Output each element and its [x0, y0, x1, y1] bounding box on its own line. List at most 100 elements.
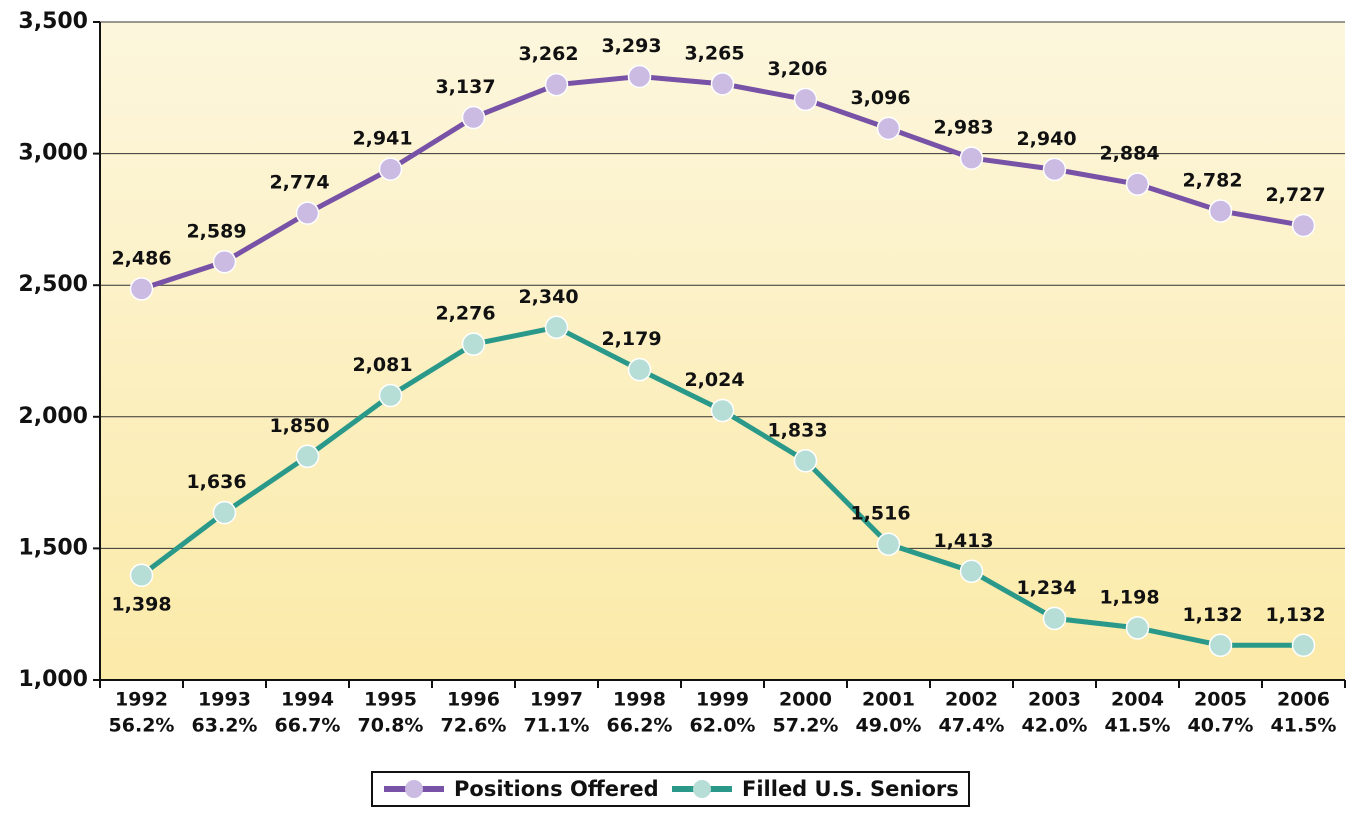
data-label: 1,636 — [186, 471, 246, 493]
data-label: 2,782 — [1182, 169, 1242, 191]
data-point — [1125, 616, 1150, 640]
data-point — [1208, 199, 1233, 223]
x-tick-sublabel: 40.7% — [1188, 715, 1254, 737]
data-point — [1042, 157, 1067, 182]
data-point — [378, 157, 403, 181]
x-tick-sublabel: 62.0% — [690, 715, 756, 737]
x-tick-label: 2005 — [1194, 689, 1247, 711]
data-point — [544, 72, 569, 97]
legend-label: Positions Offered — [454, 777, 659, 801]
x-tick-label: 2000 — [779, 689, 832, 711]
x-tick-label: 2001 — [862, 689, 915, 711]
x-tick-sublabel: 63.2% — [192, 715, 258, 737]
legend-marker — [405, 780, 423, 798]
data-point — [876, 116, 901, 141]
x-tick-sublabel: 70.8% — [358, 715, 424, 737]
data-point — [212, 500, 237, 525]
data-label: 1,413 — [933, 530, 993, 552]
x-tick-label: 1994 — [281, 689, 334, 711]
x-tick-sublabel: 41.5% — [1105, 715, 1171, 737]
x-tick-sublabel: 71.1% — [524, 715, 590, 737]
x-tick-label: 1992 — [115, 689, 168, 711]
data-label: 2,940 — [1016, 128, 1076, 150]
data-label: 2,340 — [518, 286, 578, 308]
x-tick-label: 1997 — [530, 689, 583, 711]
data-label: 2,727 — [1265, 184, 1325, 206]
x-tick-label: 1998 — [613, 689, 666, 711]
x-tick-label: 1995 — [364, 689, 417, 711]
data-label: 2,179 — [601, 328, 661, 350]
x-tick-sublabel: 57.2% — [773, 715, 839, 737]
data-label: 1,198 — [1099, 586, 1159, 608]
x-tick-label: 2006 — [1277, 689, 1330, 711]
data-label: 2,774 — [269, 172, 329, 194]
data-point — [295, 444, 320, 469]
x-tick-label: 2002 — [945, 689, 998, 711]
x-tick-sublabel: 56.2% — [109, 715, 175, 737]
data-label: 1,833 — [767, 419, 827, 441]
x-tick-label: 1996 — [447, 689, 500, 711]
data-point — [710, 72, 735, 96]
data-point — [959, 146, 984, 170]
legend-marker — [693, 780, 711, 798]
data-point — [710, 398, 735, 423]
data-point — [461, 105, 486, 130]
x-tick-label: 1999 — [696, 689, 749, 711]
data-label: 1,234 — [1016, 577, 1076, 599]
data-point — [461, 332, 486, 356]
data-label: 2,081 — [352, 354, 412, 376]
data-label: 3,262 — [518, 43, 578, 65]
y-tick-label: 1,000 — [18, 667, 88, 692]
data-point — [793, 87, 818, 112]
data-point — [627, 357, 652, 382]
data-label: 2,024 — [684, 369, 744, 391]
legend-label: Filled U.S. Seniors — [742, 777, 959, 801]
y-tick-label: 1,500 — [18, 535, 88, 560]
data-point — [1208, 633, 1233, 658]
data-point — [212, 250, 237, 274]
data-point — [1125, 172, 1150, 196]
data-label: 2,983 — [933, 117, 993, 139]
data-point — [129, 563, 154, 587]
data-point — [1291, 213, 1316, 238]
data-label: 2,589 — [186, 220, 246, 242]
data-label: 3,137 — [435, 76, 495, 98]
x-tick-label: 2003 — [1028, 689, 1081, 711]
data-label: 1,850 — [269, 415, 329, 437]
data-point — [378, 383, 403, 408]
data-label: 2,884 — [1099, 143, 1159, 165]
data-label: 3,096 — [850, 87, 910, 109]
data-point — [129, 277, 154, 301]
data-label: 2,276 — [435, 303, 495, 325]
x-tick-sublabel: 66.2% — [607, 715, 673, 737]
x-tick-sublabel: 49.0% — [856, 715, 922, 737]
data-label: 1,132 — [1265, 604, 1325, 626]
data-point — [793, 449, 818, 473]
x-tick-sublabel: 72.6% — [441, 715, 507, 737]
data-point — [959, 559, 984, 584]
data-label: 2,486 — [111, 247, 171, 269]
x-tick-label: 1993 — [198, 689, 251, 711]
data-point — [1042, 606, 1067, 631]
y-tick-label: 3,500 — [18, 9, 88, 34]
data-point — [627, 64, 652, 89]
plot-area — [100, 22, 1345, 680]
data-label: 1,398 — [111, 594, 171, 616]
y-tick-label: 2,000 — [18, 404, 88, 429]
x-tick-sublabel: 41.5% — [1271, 715, 1337, 737]
data-label: 1,132 — [1182, 604, 1242, 626]
legend-box — [371, 771, 970, 807]
data-point — [544, 315, 569, 340]
data-label: 3,293 — [601, 35, 661, 57]
x-tick-sublabel: 66.7% — [275, 715, 341, 737]
data-label: 3,206 — [767, 58, 827, 80]
data-point — [876, 532, 901, 556]
y-tick-label: 3,000 — [18, 141, 88, 166]
data-label: 2,941 — [352, 128, 412, 150]
data-label: 3,265 — [684, 42, 744, 64]
data-point — [1291, 633, 1316, 658]
data-point — [295, 201, 320, 225]
y-tick-label: 2,500 — [18, 272, 88, 297]
data-label: 1,516 — [850, 503, 910, 525]
